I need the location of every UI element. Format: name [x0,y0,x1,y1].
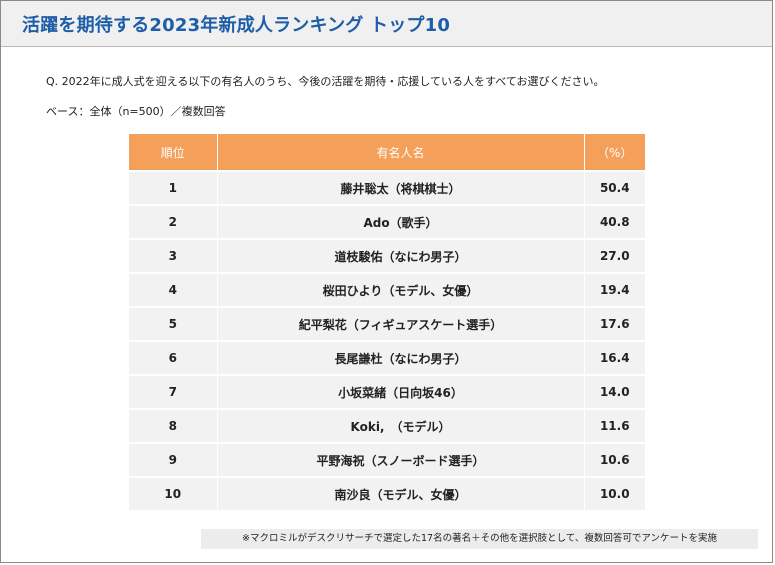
rank-cell: 6 [129,340,218,375]
name-cell: 小坂菜緒（日向坂46） [217,374,585,409]
rank-cell: 1 [129,170,218,205]
rank-cell: 7 [129,374,218,409]
name-cell: 平野海祝（スノーボード選手） [217,442,585,477]
percent-cell: 40.8 [584,204,645,239]
column-header-percent: （%） [584,134,645,171]
rank-cell: 5 [129,306,218,341]
title-divider [1,46,772,47]
survey-question: Q. 2022年に成人式を迎える以下の有名人のうち、今後の活躍を期待・応援してい… [46,75,605,88]
table-row: 8 Koki, （モデル） 11.6 [129,408,645,443]
footnote: ※マクロミルがデスクリサーチで選定した17名の著名＋その他を選択肢として、複数回… [201,529,758,549]
column-header-rank: 順位 [129,134,218,171]
table-row: 2 Ado（歌手） 40.8 [129,204,645,239]
title-bar: 活躍を期待する2023年新成人ランキング トップ10 [1,1,772,46]
page-title: 活躍を期待する2023年新成人ランキング トップ10 [22,15,451,36]
rank-cell: 9 [129,442,218,477]
table-header-row: 順位 有名人名 （%） [129,134,645,171]
name-cell: 桜田ひより（モデル、女優） [217,272,585,307]
percent-cell: 10.0 [584,476,645,510]
percent-cell: 27.0 [584,238,645,273]
table-row: 6 長尾謙杜（なにわ男子） 16.4 [129,340,645,375]
table-row: 3 道枝駿佑（なにわ男子） 27.0 [129,238,645,273]
ranking-table: 順位 有名人名 （%） 1 藤井聡太（将棋棋士） 50.4 2 Ado（歌手） … [129,134,645,510]
name-cell: 紀平梨花（フィギュアスケート選手） [217,306,585,341]
column-header-name: 有名人名 [217,134,585,171]
percent-cell: 50.4 [584,170,645,205]
percent-cell: 10.6 [584,442,645,477]
name-cell: 南沙良（モデル、女優） [217,476,585,510]
rank-cell: 4 [129,272,218,307]
percent-cell: 19.4 [584,272,645,307]
name-cell: 藤井聡太（将棋棋士） [217,170,585,205]
name-cell: 長尾謙杜（なにわ男子） [217,340,585,375]
name-cell: 道枝駿佑（なにわ男子） [217,238,585,273]
percent-cell: 14.0 [584,374,645,409]
table-row: 9 平野海祝（スノーボード選手） 10.6 [129,442,645,477]
name-cell: Ado（歌手） [217,204,585,239]
survey-base: ベース：全体（n=500）／複数回答 [46,105,226,118]
rank-cell: 8 [129,408,218,443]
table-row: 4 桜田ひより（モデル、女優） 19.4 [129,272,645,307]
name-cell: Koki, （モデル） [217,408,585,443]
rank-cell: 2 [129,204,218,239]
table-row: 10 南沙良（モデル、女優） 10.0 [129,476,645,510]
table-row: 7 小坂菜緒（日向坂46） 14.0 [129,374,645,409]
rank-cell: 10 [129,476,218,510]
table-row: 1 藤井聡太（将棋棋士） 50.4 [129,170,645,205]
percent-cell: 11.6 [584,408,645,443]
percent-cell: 17.6 [584,306,645,341]
percent-cell: 16.4 [584,340,645,375]
rank-cell: 3 [129,238,218,273]
table-row: 5 紀平梨花（フィギュアスケート選手） 17.6 [129,306,645,341]
